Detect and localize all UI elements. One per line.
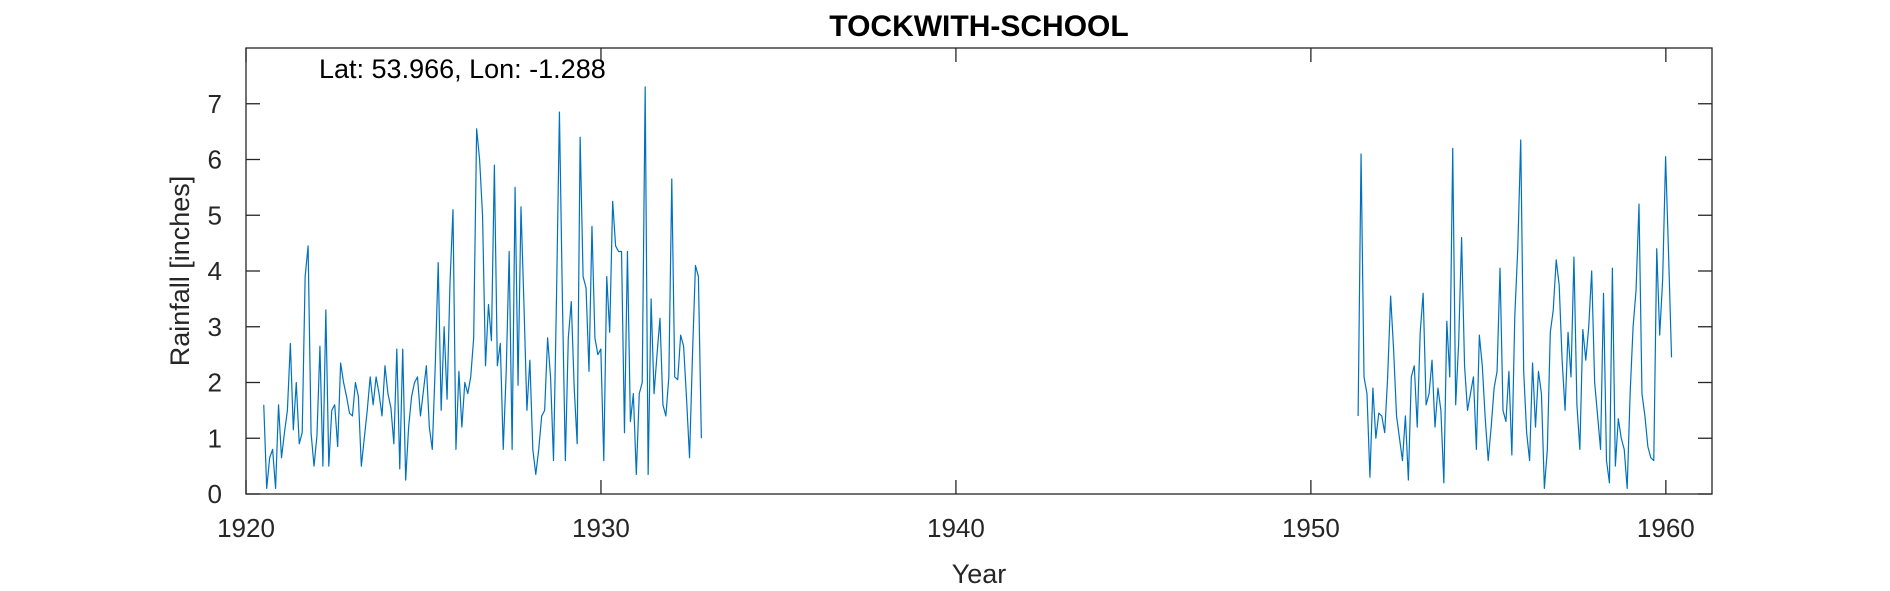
y-tick-label: 6 xyxy=(208,145,222,175)
y-tick-label: 1 xyxy=(208,423,222,453)
rainfall-line-segment xyxy=(263,86,702,490)
y-tick-label: 4 xyxy=(208,256,222,286)
y-tick-label: 2 xyxy=(208,368,222,398)
x-tick-label: 1950 xyxy=(1282,513,1340,543)
x-axis-label: Year xyxy=(952,559,1007,589)
rainfall-series xyxy=(263,86,1673,490)
location-annotation: Lat: 53.966, Lon: -1.288 xyxy=(319,54,606,84)
chart-title: TOCKWITH-SCHOOL xyxy=(829,10,1128,43)
plot-frame xyxy=(245,47,1713,495)
rainfall-line-segment xyxy=(1357,139,1673,490)
x-tick-label: 1940 xyxy=(927,513,985,543)
tick-labels: 1920 1930 1940 1950 1960 0 1 2 3 4 5 6 7 xyxy=(208,89,1695,543)
x-tick-label: 1920 xyxy=(217,513,275,543)
x-tick-label: 1960 xyxy=(1637,513,1695,543)
plot-area xyxy=(246,48,1712,494)
y-tick-label: 7 xyxy=(208,89,222,119)
x-tick-label: 1930 xyxy=(572,513,630,543)
y-axis-label: Rainfall [inches] xyxy=(165,176,195,367)
y-tick-label: 0 xyxy=(208,479,222,509)
y-tick-label: 3 xyxy=(208,312,222,342)
y-tick-label: 5 xyxy=(208,200,222,230)
